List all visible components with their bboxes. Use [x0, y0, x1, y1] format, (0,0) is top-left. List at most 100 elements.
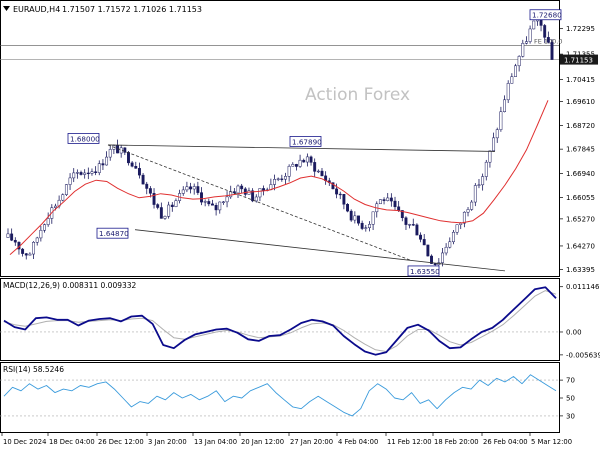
candle — [543, 23, 547, 43]
rsi-line — [3, 374, 557, 417]
dropdown-triangle-icon[interactable] — [3, 6, 10, 11]
candle — [291, 162, 295, 167]
candle — [360, 220, 364, 231]
rsi-tick-label: 30 — [566, 412, 575, 420]
price-tick-label: 1.66055 — [566, 194, 595, 202]
candle — [503, 95, 506, 113]
candle — [357, 215, 360, 226]
candle — [221, 200, 225, 205]
candle — [148, 186, 152, 198]
candle — [338, 191, 342, 200]
candle — [532, 20, 536, 30]
candle — [35, 236, 39, 246]
candle — [313, 158, 317, 177]
candle — [298, 154, 302, 168]
time-tick-label: 5 Mar 12:00 — [531, 438, 572, 446]
candle — [477, 178, 481, 189]
price-tick-label: 1.66940 — [566, 170, 595, 178]
swing-price-label: 1.72680 — [529, 9, 562, 21]
candle — [408, 223, 412, 229]
candle — [28, 252, 32, 256]
candle — [203, 199, 207, 207]
candle — [163, 215, 167, 220]
price-panel-header: EURAUD,H4 1.71507 1.71572 1.71026 1.7115… — [3, 5, 202, 14]
ohlc-values: 1.71507 1.71572 1.71026 1.71153 — [62, 5, 202, 14]
candle — [68, 173, 72, 191]
candle — [32, 241, 36, 260]
candle — [6, 228, 10, 238]
macd-tick-label: -0.005639 — [566, 351, 600, 359]
candle — [287, 164, 291, 182]
candle — [225, 191, 229, 208]
candle — [441, 247, 444, 267]
time-tick-label: 20 Jan 12:00 — [241, 438, 284, 446]
candle — [517, 55, 521, 72]
candle — [145, 181, 149, 195]
macd-tick-label: 0.00 — [566, 328, 582, 336]
candle — [342, 194, 346, 210]
candle — [276, 177, 280, 182]
time-tick-label: 4 Feb 04:00 — [338, 438, 378, 446]
candle — [21, 248, 25, 257]
candle — [236, 184, 240, 199]
candle — [64, 184, 68, 196]
candle — [422, 234, 426, 246]
candle — [141, 173, 145, 185]
candle — [499, 106, 503, 132]
candle — [393, 196, 397, 210]
candle — [546, 31, 550, 44]
candle — [46, 212, 50, 227]
candle — [211, 199, 214, 206]
candle — [528, 25, 532, 44]
candle — [207, 198, 211, 207]
candle — [24, 252, 28, 260]
watermark: Action Forex — [305, 85, 410, 105]
price-tick-label: 1.67845 — [566, 146, 595, 154]
macd-panel — [0, 286, 559, 356]
candle — [371, 211, 375, 231]
candle — [243, 187, 247, 197]
time-tick-label: 3 Jan 20:00 — [148, 438, 187, 446]
candle — [331, 182, 335, 190]
candle — [284, 172, 287, 185]
time-tick-label: 26 Feb 04:00 — [483, 438, 528, 446]
candle — [90, 168, 94, 176]
candle — [349, 209, 353, 222]
candle — [448, 237, 452, 249]
candle — [189, 182, 193, 194]
macd-panel-frame — [0, 278, 560, 361]
macd-main-line — [3, 286, 557, 356]
candle — [61, 193, 65, 202]
candle — [181, 186, 185, 196]
candle — [320, 168, 324, 177]
svg-text:1.64870: 1.64870 — [99, 229, 129, 238]
candle — [185, 181, 189, 193]
candle — [462, 211, 466, 228]
rsi-panel-frame — [0, 362, 560, 433]
candle — [167, 201, 171, 219]
candle — [273, 174, 276, 191]
candle — [134, 161, 138, 169]
candle — [444, 243, 448, 256]
trendline — [107, 144, 496, 152]
candle — [10, 228, 14, 242]
candle — [510, 73, 514, 84]
candle — [346, 203, 349, 213]
time-tick-label: 10 Dec 2024 — [3, 438, 46, 446]
candle — [294, 163, 298, 171]
macd-title: MACD(12,26,9) 0.008311 0.009332 — [3, 281, 137, 290]
price-panel: FE 100.01.680001.648701.678901.635501.72… — [0, 9, 563, 277]
candle — [386, 193, 390, 202]
candle — [156, 203, 160, 210]
candle — [364, 224, 368, 232]
moving-average-line — [9, 100, 549, 255]
candle — [550, 39, 554, 60]
candle — [514, 63, 517, 77]
candle — [75, 169, 79, 179]
candle — [455, 224, 459, 235]
time-tick-label: 18 Dec 04:00 — [49, 438, 95, 446]
price-tick-label: 1.64270 — [566, 242, 595, 250]
price-tick-label: 1.72295 — [566, 25, 595, 33]
